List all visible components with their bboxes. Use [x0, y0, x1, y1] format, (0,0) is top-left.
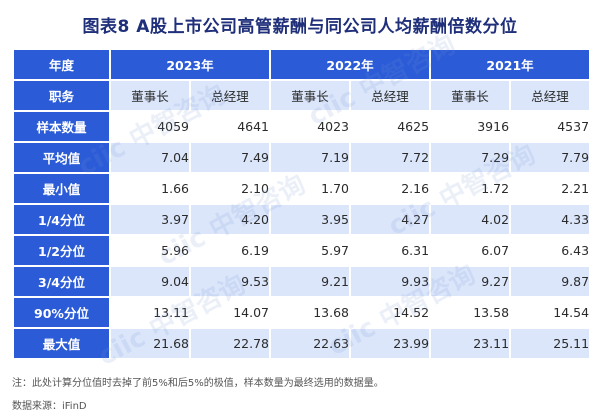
table-cell: 1.72 [431, 174, 510, 203]
table-cell: 3916 [431, 112, 510, 141]
table-cell: 4625 [351, 112, 430, 141]
year-header-2022: 2022年 [271, 50, 430, 79]
table-cell: 22.78 [191, 329, 270, 358]
table-cell: 14.52 [351, 298, 430, 327]
row-label: 最大值 [14, 329, 109, 358]
table-cell: 14.54 [511, 298, 590, 327]
table-cell: 9.04 [111, 267, 189, 296]
table-cell: 9.27 [431, 267, 510, 296]
table-row: 最小值 1.66 2.10 1.70 2.16 1.72 2.21 [14, 174, 590, 203]
row-label: 3/4分位 [14, 267, 109, 296]
table-cell: 9.87 [511, 267, 590, 296]
table-cell: 2.16 [351, 174, 430, 203]
salary-multiple-table: 年度 2023年 2022年 2021年 职务 董事长 总经理 董事长 总经理 … [12, 48, 591, 360]
table-cell: 4.20 [191, 205, 270, 234]
table-cell: 22.63 [271, 329, 350, 358]
table-row: 1/2分位 5.96 6.19 5.97 6.31 6.07 6.43 [14, 236, 590, 265]
table-cell: 3.97 [111, 205, 189, 234]
table-row: 样本数量 4059 4641 4023 4625 3916 4537 [14, 112, 590, 141]
table-row: 最大值 21.68 22.78 22.63 23.99 23.11 25.11 [14, 329, 590, 358]
table-cell: 4641 [191, 112, 270, 141]
table-cell: 9.21 [271, 267, 350, 296]
table-cell: 4.02 [431, 205, 510, 234]
row-label: 90%分位 [14, 298, 109, 327]
table-cell: 6.31 [351, 236, 430, 265]
role-chairman-2022: 董事长 [271, 81, 350, 110]
role-header-label: 职务 [14, 81, 109, 110]
table-cell: 6.07 [431, 236, 510, 265]
table-cell: 3.95 [271, 205, 350, 234]
figure-title: 图表8 A股上市公司高管薪酬与同公司人均薪酬倍数分位 [82, 17, 518, 37]
table-cell: 1.70 [271, 174, 350, 203]
table-cell: 4.33 [511, 205, 590, 234]
role-chairman-2021: 董事长 [431, 81, 510, 110]
table-cell: 4059 [111, 112, 189, 141]
table-cell: 4023 [271, 112, 350, 141]
table-row: 平均值 7.04 7.49 7.19 7.72 7.29 7.79 [14, 143, 590, 172]
table-cell: 13.68 [271, 298, 350, 327]
table-cell: 2.21 [511, 174, 590, 203]
table-cell: 13.58 [431, 298, 510, 327]
table-cell: 7.49 [191, 143, 270, 172]
table-cell: 13.11 [111, 298, 189, 327]
table-cell: 21.68 [111, 329, 189, 358]
role-gm-2023: 总经理 [191, 81, 270, 110]
table-row: 3/4分位 9.04 9.53 9.21 9.93 9.27 9.87 [14, 267, 590, 296]
table-cell: 7.19 [271, 143, 350, 172]
table-cell: 23.11 [431, 329, 510, 358]
table-cell: 23.99 [351, 329, 430, 358]
table-cell: 2.10 [191, 174, 270, 203]
row-label: 1/4分位 [14, 205, 109, 234]
table-cell: 9.93 [351, 267, 430, 296]
data-source: 数据来源：iFinD [12, 401, 87, 412]
table-cell: 7.79 [511, 143, 590, 172]
table-cell: 7.29 [431, 143, 510, 172]
row-label: 样本数量 [14, 112, 109, 141]
table-cell: 4537 [511, 112, 590, 141]
role-gm-2022: 总经理 [351, 81, 430, 110]
table-cell: 25.11 [511, 329, 590, 358]
table-cell: 14.07 [191, 298, 270, 327]
year-header-label: 年度 [14, 50, 109, 79]
year-header-2021: 2021年 [431, 50, 590, 79]
row-label: 最小值 [14, 174, 109, 203]
table-cell: 1.66 [111, 174, 189, 203]
table-cell: 9.53 [191, 267, 270, 296]
role-gm-2021: 总经理 [511, 81, 590, 110]
table-cell: 6.43 [511, 236, 590, 265]
row-label: 平均值 [14, 143, 109, 172]
table-row: 90%分位 13.11 14.07 13.68 14.52 13.58 14.54 [14, 298, 590, 327]
table-cell: 5.96 [111, 236, 189, 265]
row-label: 1/2分位 [14, 236, 109, 265]
table-row: 1/4分位 3.97 4.20 3.95 4.27 4.02 4.33 [14, 205, 590, 234]
role-chairman-2023: 董事长 [111, 81, 189, 110]
table-cell: 5.97 [271, 236, 350, 265]
table-cell: 7.72 [351, 143, 430, 172]
table-cell: 6.19 [191, 236, 270, 265]
table-cell: 7.04 [111, 143, 189, 172]
table-cell: 4.27 [351, 205, 430, 234]
year-header-2023: 2023年 [111, 50, 270, 79]
footnote: 注：此处计算分位值时去掉了前5%和后5%的极值，样本数量为最终选用的数据量。 [12, 378, 384, 389]
